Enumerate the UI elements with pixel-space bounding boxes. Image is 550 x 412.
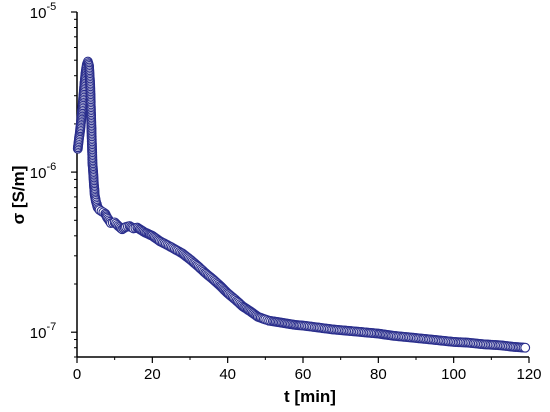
y-tick-label-base: 10 [30, 5, 47, 22]
x-tick-label: 100 [441, 366, 466, 383]
y-tick-label-exponent: -7 [46, 321, 56, 333]
y-tick-label-exponent: -6 [46, 161, 56, 173]
y-tick-label-base: 10 [30, 165, 47, 182]
y-tick-label: 10-5 [30, 1, 56, 22]
x-tick-label: 20 [144, 366, 161, 383]
y-ticks: 10-710-610-5 [30, 1, 77, 358]
y-tick-label: 10-7 [30, 321, 56, 342]
series-polyline [77, 59, 526, 349]
x-tick-label: 60 [295, 366, 312, 383]
x-tick-label: 80 [370, 366, 387, 383]
x-axis-title: t [min] [284, 387, 336, 406]
axes [76, 12, 529, 358]
x-ticks: 0 20 40 60 80 100 120 [73, 357, 542, 383]
x-tick-label: 120 [516, 366, 541, 383]
y-tick-label-base: 10 [30, 325, 47, 342]
x-tick-label: 40 [219, 366, 236, 383]
y-tick-label: 10-6 [30, 161, 56, 182]
series-points [72, 56, 531, 353]
y-tick-label-exponent: -5 [46, 1, 56, 13]
x-tick-label: 0 [73, 366, 81, 383]
y-axis-title: σ [S/m] [9, 166, 28, 225]
series-line [77, 59, 526, 349]
data-point [520, 342, 531, 353]
